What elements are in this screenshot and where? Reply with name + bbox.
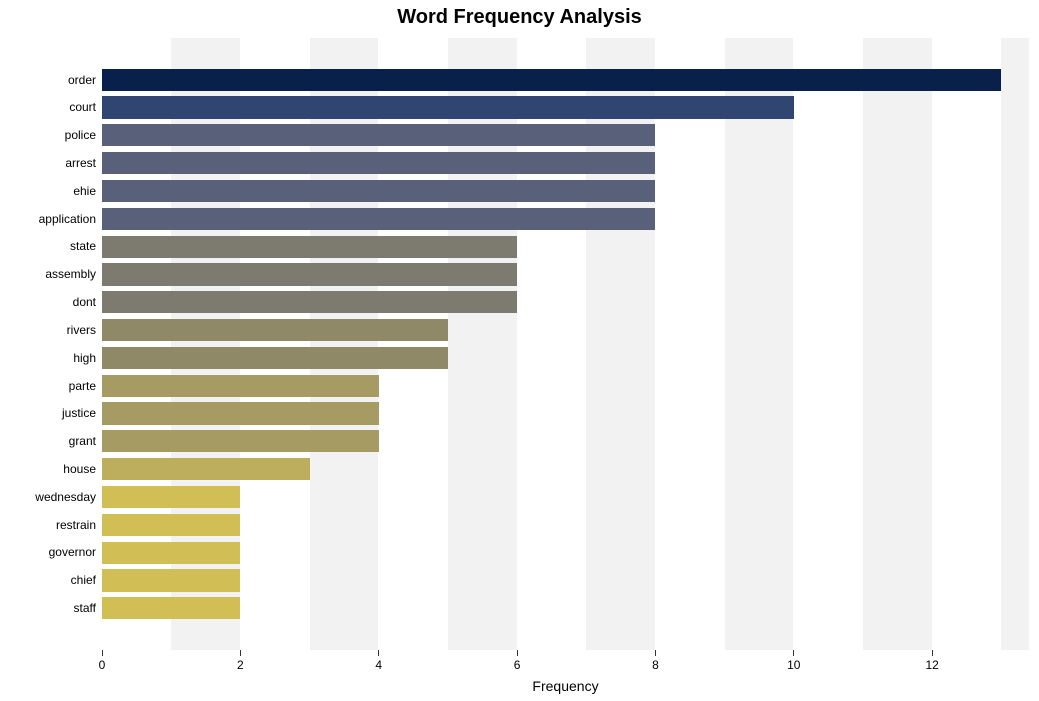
y-label-grant: grant: [2, 434, 96, 448]
grid-band: [932, 38, 1001, 650]
y-label-governor: governor: [2, 545, 96, 559]
y-label-wednesday: wednesday: [2, 490, 96, 504]
bar-restrain: [102, 514, 240, 536]
bar-governor: [102, 542, 240, 564]
grid-line: [932, 38, 933, 650]
bar-wednesday: [102, 486, 240, 508]
y-label-restrain: restrain: [2, 518, 96, 532]
x-tick-label: 8: [635, 658, 675, 672]
y-label-police: police: [2, 128, 96, 142]
word-frequency-chart: Word Frequency Analysis order court police…: [0, 0, 1039, 701]
bar-house: [102, 458, 310, 480]
y-label-chief: chief: [2, 573, 96, 587]
bar-grant: [102, 430, 379, 452]
x-tick-label: 0: [82, 658, 122, 672]
bar-rivers: [102, 319, 448, 341]
grid-band: [1001, 38, 1029, 650]
bar-assembly: [102, 263, 517, 285]
y-label-ehie: ehie: [2, 184, 96, 198]
y-label-arrest: arrest: [2, 156, 96, 170]
grid-band: [794, 38, 863, 650]
grid-band: [725, 38, 794, 650]
bar-order: [102, 69, 1001, 91]
x-tick-label: 6: [497, 658, 537, 672]
grid-band: [655, 38, 724, 650]
y-label-application: application: [2, 212, 96, 226]
bar-parte: [102, 375, 379, 397]
bar-high: [102, 347, 448, 369]
x-tick: [378, 650, 379, 656]
y-label-parte: parte: [2, 379, 96, 393]
chart-title: Word Frequency Analysis: [0, 6, 1039, 29]
y-label-court: court: [2, 100, 96, 114]
x-tick-label: 12: [912, 658, 952, 672]
y-label-assembly: assembly: [2, 267, 96, 281]
x-axis-label: Frequency: [102, 678, 1029, 694]
x-tick: [932, 650, 933, 656]
x-tick-label: 10: [774, 658, 814, 672]
y-label-house: house: [2, 462, 96, 476]
y-label-high: high: [2, 351, 96, 365]
bar-arrest: [102, 152, 655, 174]
bar-staff: [102, 597, 240, 619]
bar-application: [102, 208, 655, 230]
x-tick: [655, 650, 656, 656]
y-label-justice: justice: [2, 406, 96, 420]
plot-area: [102, 38, 1029, 650]
bar-dont: [102, 291, 517, 313]
x-tick: [102, 650, 103, 656]
x-tick: [240, 650, 241, 656]
bar-state: [102, 236, 517, 258]
y-label-state: state: [2, 239, 96, 253]
bar-court: [102, 96, 794, 118]
y-label-rivers: rivers: [2, 323, 96, 337]
bar-justice: [102, 402, 379, 424]
x-tick-label: 4: [359, 658, 399, 672]
grid-line: [793, 38, 794, 650]
x-tick: [517, 650, 518, 656]
bar-police: [102, 124, 655, 146]
x-tick-label: 2: [220, 658, 260, 672]
y-label-order: order: [2, 73, 96, 87]
y-label-staff: staff: [2, 601, 96, 615]
y-label-dont: dont: [2, 295, 96, 309]
bar-chief: [102, 569, 240, 591]
bar-ehie: [102, 180, 655, 202]
x-tick: [793, 650, 794, 656]
grid-band: [863, 38, 932, 650]
